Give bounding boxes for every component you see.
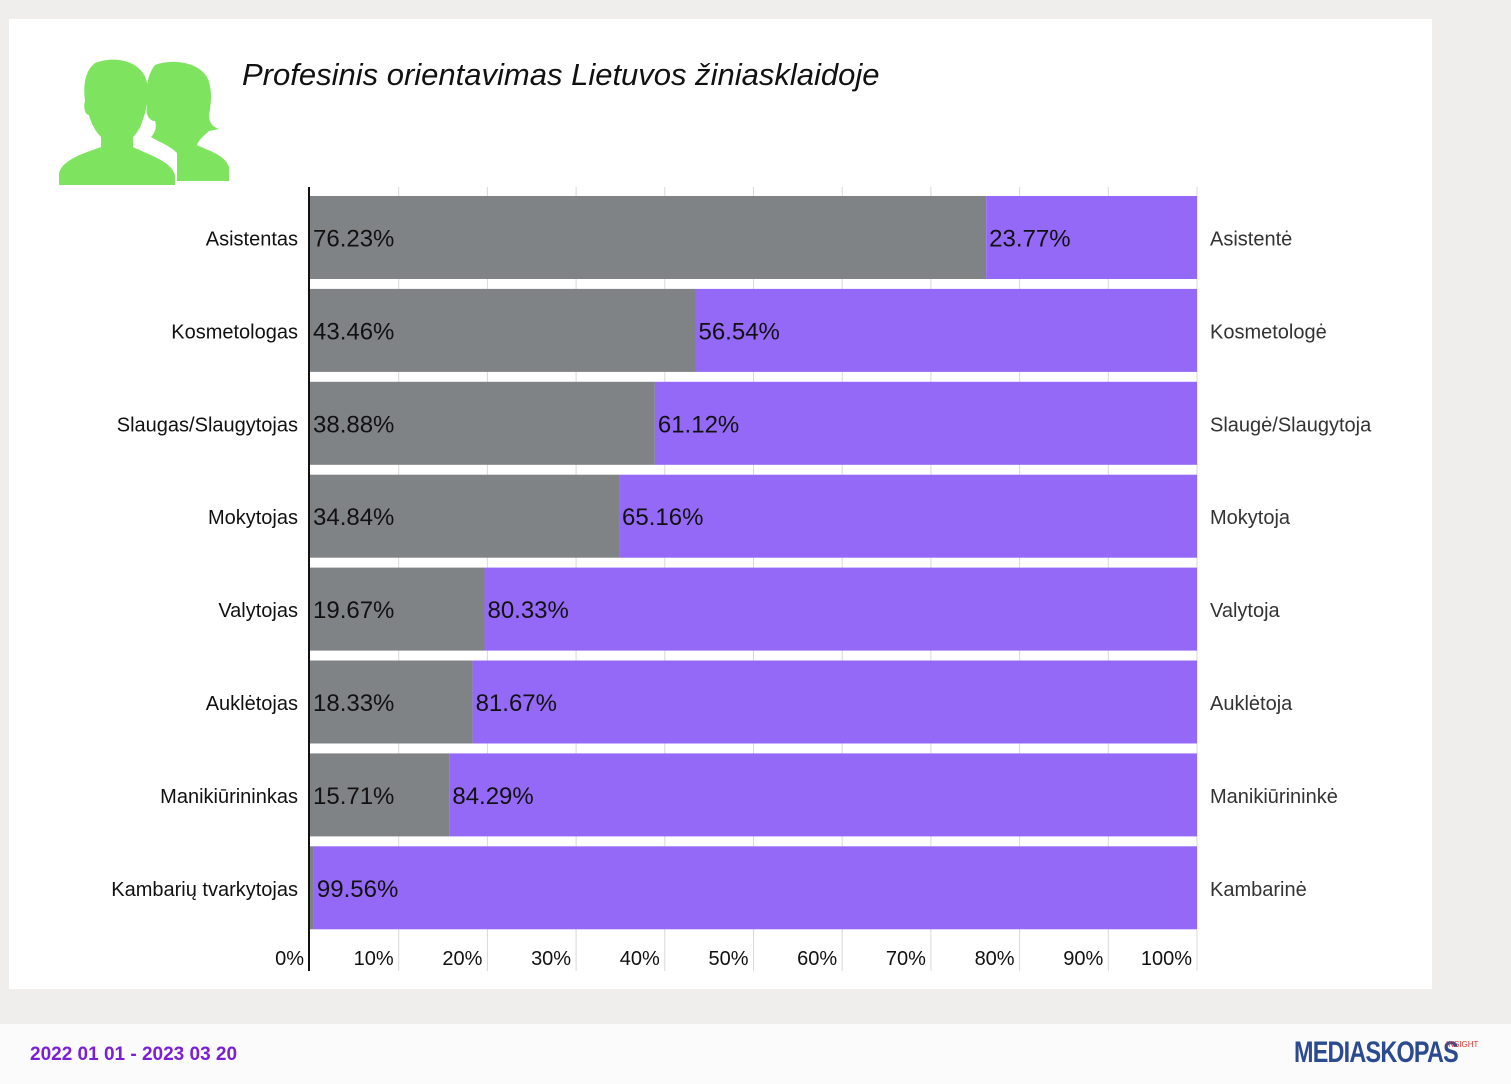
bar-segment	[310, 753, 450, 837]
data-label: 15.71%	[313, 783, 394, 810]
bar-segment	[310, 381, 655, 465]
category-label: Mokytojas	[208, 507, 298, 529]
bar-segment	[619, 474, 1197, 558]
bar-segment	[310, 567, 485, 651]
category-label: Asistentas	[206, 229, 298, 251]
bar-segment	[310, 288, 696, 372]
data-label: 38.88%	[313, 411, 394, 438]
x-tick-label: 50%	[708, 948, 748, 970]
category-label-right: Valytoja	[1210, 600, 1281, 622]
bar-segment	[449, 753, 1198, 837]
category-label-right: Kambarinė	[1210, 879, 1307, 901]
category-label: Manikiūrininkas	[160, 786, 298, 808]
bar-segment	[484, 567, 1197, 651]
data-label: 19.67%	[313, 597, 394, 624]
category-label: Kosmetologas	[171, 321, 298, 343]
bar-segment	[313, 846, 1197, 930]
bar-segment	[472, 660, 1197, 744]
x-tick-label: 20%	[442, 948, 482, 970]
category-label: Valytojas	[218, 600, 298, 622]
category-label: Kambarių tvarkytojas	[111, 879, 298, 901]
data-label: 99.56%	[317, 876, 398, 903]
category-label-right: Kosmetologė	[1210, 321, 1327, 343]
category-label-right: Mokytoja	[1210, 507, 1291, 529]
people-icon	[59, 59, 229, 185]
x-tick-label: 60%	[797, 948, 837, 970]
x-tick-label: 90%	[1063, 948, 1103, 970]
bar-segment	[986, 196, 1197, 279]
x-tick-label: 70%	[886, 948, 926, 970]
bar-segment	[310, 196, 987, 279]
category-label-right: Auklėtoja	[1210, 693, 1293, 715]
category-label: Auklėtojas	[206, 693, 298, 715]
data-label: 81.67%	[476, 690, 557, 717]
category-label-right: Slaugė/Slaugytoja	[1210, 414, 1372, 436]
data-label: 43.46%	[313, 318, 394, 345]
brand-logo-subtitle: INSIGHT	[1446, 1040, 1479, 1049]
category-label: Slaugas/Slaugytojas	[117, 414, 298, 436]
data-label: 76.23%	[313, 226, 394, 253]
data-label: 23.77%	[989, 226, 1070, 253]
bar-segment	[695, 288, 1197, 372]
stacked-bar-chart: 76.23% 23.77% Asistentas Asistentė 43.46% 56.…	[111, 187, 1372, 971]
category-label-right: Asistentė	[1210, 229, 1292, 251]
data-label: 84.29%	[452, 783, 533, 810]
chart-title: Profesinis orientavimas Lietuvos žiniask…	[242, 57, 880, 92]
data-label: 34.84%	[313, 504, 394, 531]
category-label-right: Manikiūrininkė	[1210, 786, 1338, 808]
x-tick-label: 80%	[975, 948, 1015, 970]
x-tick-label: 0%	[275, 948, 304, 970]
brand-logo: MEDIASKOPAS	[1294, 1036, 1459, 1069]
x-tick-label: 100%	[1141, 948, 1192, 970]
bar-segment	[310, 660, 473, 744]
x-tick-label: 40%	[620, 948, 660, 970]
x-tick-label: 30%	[531, 948, 571, 970]
bar-segment	[310, 846, 314, 930]
x-tick-label: 10%	[354, 948, 394, 970]
data-label: 56.54%	[698, 318, 779, 345]
data-label: 61.12%	[658, 411, 739, 438]
footer: 2022 01 01 - 2023 03 20 MEDIASKOPAS INSI…	[0, 1024, 1511, 1084]
data-label: 65.16%	[622, 504, 703, 531]
data-label: 18.33%	[313, 690, 394, 717]
bar-segment	[310, 474, 620, 558]
bar-segment	[654, 381, 1197, 465]
date-range: 2022 01 01 - 2023 03 20	[30, 1044, 238, 1065]
data-label: 80.33%	[487, 597, 568, 624]
